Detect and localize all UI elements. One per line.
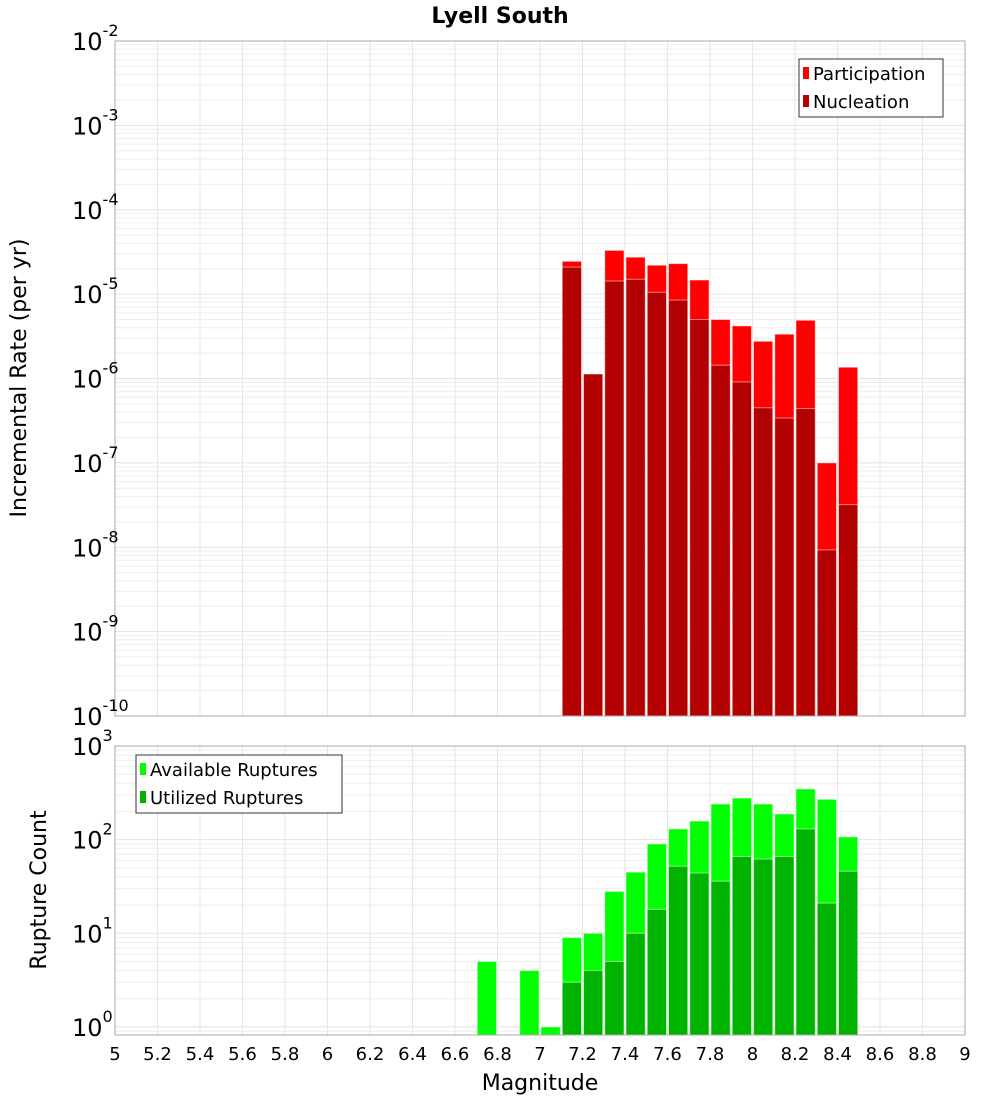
top-y-tick-exponent: -2 [103,21,119,40]
bottom-y-tick-exponent: 1 [103,913,113,932]
x-tick-label: 5.2 [143,1044,172,1065]
top-bar-nucleation [689,319,710,717]
bottom-bar-utilized-ruptures [795,828,816,1036]
x-tick-label: 8.4 [823,1044,852,1065]
top-y-tick-label: 10-6 [72,359,119,394]
top-bar-nucleation [753,407,774,717]
legend-label-available: Available Ruptures [150,760,318,781]
top-y-tick-label: 10-2 [72,21,119,56]
legend-swatch-participation [803,67,809,79]
bottom-y-tick-label: 102 [72,820,113,855]
top-y-tick-exponent: -10 [103,696,129,715]
top-bar-nucleation [731,381,752,717]
top-bar-nucleation [816,549,837,717]
x-tick-label: 6 [322,1044,333,1065]
bottom-bar-utilized-ruptures [689,872,710,1036]
top-bar-nucleation [604,280,625,717]
top-y-tick-exponent: -3 [103,105,119,124]
top-y-tick-exponent: -5 [103,274,119,293]
bottom-bar-utilized-ruptures [710,880,731,1036]
bottom-y-tick-exponent: 0 [103,1007,113,1026]
top-y-tick-exponent: -9 [103,612,119,631]
bottom-bar-utilized-ruptures [583,970,604,1036]
bottom-bar-available-ruptures [540,1026,561,1036]
top-bar-nucleation [625,278,646,717]
x-tick-label: 6.4 [398,1044,427,1065]
x-tick-label: 7.8 [696,1044,725,1065]
x-tick-label: 6.8 [483,1044,512,1065]
legend-label-participation: Participation [813,64,925,85]
top-y-tick-exponent: -6 [103,359,119,378]
top-bar-nucleation [710,364,731,717]
x-tick-label: 6.6 [441,1044,470,1065]
x-tick-label: 8.6 [866,1044,895,1065]
x-tick-label: 7 [534,1044,545,1065]
bottom-plot-frame [114,745,966,1036]
x-ticks: 5 5.2 5.4 5.6 5.8 6 6.2 6.4 6.6 6.8 7 7.2 7.4 7.6 7.8 8… [109,1044,970,1065]
top-y-tick-label: 10-7 [72,443,119,478]
top-bar-nucleation [561,266,582,717]
x-tick-label: 8.8 [908,1044,937,1065]
top-bar-nucleation [646,291,667,717]
x-tick-label: 7.4 [611,1044,640,1065]
legend-label-utilized: Utilized Ruptures [150,788,303,809]
bottom-bar-available-ruptures [476,960,497,1036]
bottom-y-tick-label: 101 [72,913,113,948]
bottom-y-tick-label: 100 [72,1007,113,1042]
bottom-bar-utilized-ruptures [731,856,752,1036]
legend-swatch-utilized [140,791,146,803]
bottom-bar-utilized-ruptures [646,908,667,1036]
bottom-y-tick-exponent: 2 [103,820,113,839]
bottom-y-label: Rupture Count [27,810,52,970]
top-y-tick-label: 10-10 [72,696,129,731]
x-tick-label: 8 [747,1044,758,1065]
legend-swatch-available [140,763,146,775]
chart-title: Lyell South [431,4,568,29]
x-tick-label: 8.2 [781,1044,810,1065]
top-y-tick-label: 10-3 [72,105,119,140]
top-bar-nucleation [774,417,795,717]
x-tick-label: 5.8 [271,1044,300,1065]
bottom-bar-available-ruptures [519,970,540,1036]
bottom-y-tick-exponent: 3 [103,726,113,745]
x-tick-label: 9 [959,1044,970,1065]
legend-label-nucleation: Nucleation [813,92,909,113]
bottom-bar-utilized-ruptures [816,902,837,1036]
top-bar-nucleation [838,504,859,717]
top-y-tick-exponent: -7 [103,443,119,462]
top-bar-nucleation [583,373,604,717]
top-bar-nucleation [795,408,816,717]
bottom-bar-utilized-ruptures [561,981,582,1036]
top-bar-nucleation [668,299,689,717]
x-tick-label: 7.2 [568,1044,597,1065]
top-y-label: Incremental Rate (per yr) [7,239,32,518]
top-legend: Participation Nucleation [798,58,944,118]
bottom-bar-utilized-ruptures [753,858,774,1036]
bottom-bar-utilized-ruptures [774,856,795,1036]
top-y-tick-exponent: -8 [103,527,119,546]
bottom-y-tick-label: 103 [72,726,113,761]
top-plot-grid [114,41,966,717]
top-y-tick-label: 10-8 [72,527,119,562]
x-tick-label: 5.6 [228,1044,257,1065]
x-tick-label: 5.4 [186,1044,215,1065]
x-tick-label: 6.2 [356,1044,385,1065]
bottom-bar-utilized-ruptures [604,960,625,1036]
x-axis-label: Magnitude [482,1071,599,1096]
bottom-bar-utilized-ruptures [625,932,646,1036]
bottom-bar-utilized-ruptures [838,870,859,1036]
top-y-tick-label: 10-5 [72,274,119,309]
bottom-legend: Available Ruptures Utilized Ruptures [135,754,343,814]
top-y-tick-exponent: -4 [103,190,119,209]
top-y-tick-label: 10-4 [72,190,119,225]
bottom-bar-utilized-ruptures [668,865,689,1036]
x-tick-label: 5 [109,1044,120,1065]
top-y-tick-label: 10-9 [72,612,119,647]
top-plot-frame [114,40,966,717]
top-y-ticks: 10-10 10-9 10-8 10-7 10-6 10-5 10-4 10-3 10-2 [72,21,129,731]
x-tick-label: 7.6 [653,1044,682,1065]
legend-swatch-nucleation [803,95,809,107]
